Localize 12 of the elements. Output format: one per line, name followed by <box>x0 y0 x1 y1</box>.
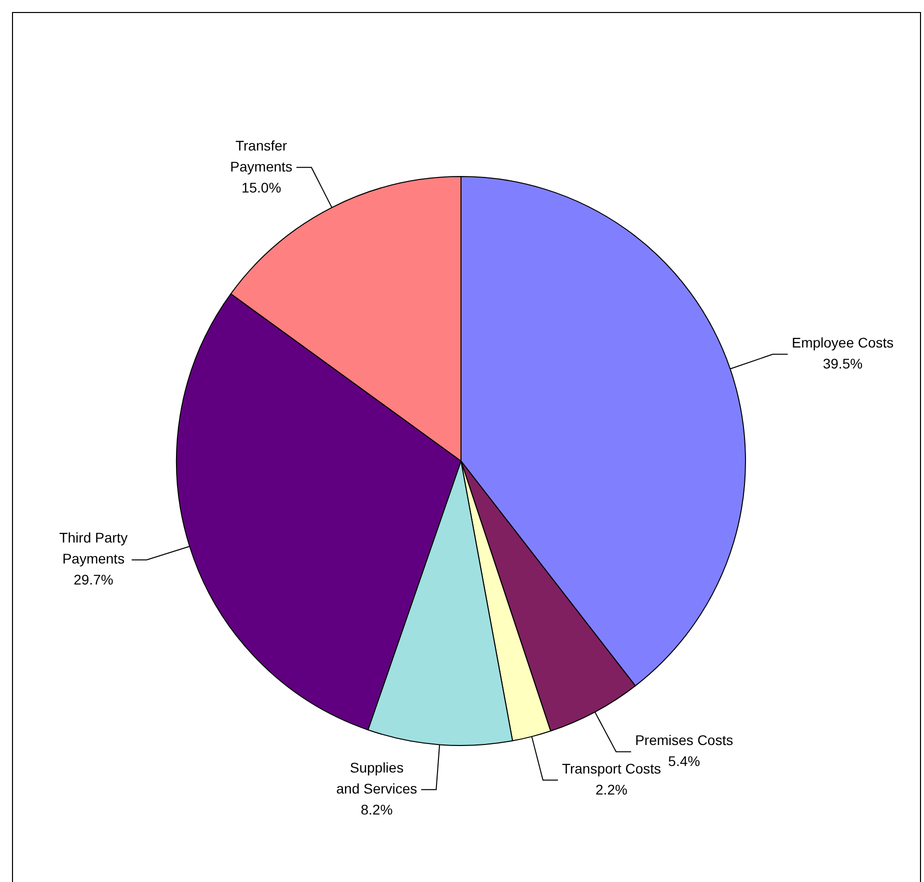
slice-label: Transfer Payments <box>230 137 292 174</box>
data-label: 29.7% <box>74 572 114 588</box>
data-label: 39.5% <box>822 356 863 372</box>
data-label: 8.2% <box>360 801 393 818</box>
slice-label: Premises Costs <box>635 732 734 748</box>
slice-label: Supplies and Services <box>336 759 418 796</box>
slice-label: Employee Costs <box>792 334 894 351</box>
slice-label: Transport Costs <box>562 760 662 777</box>
slice-label: Third Party Payments <box>59 530 128 567</box>
data-label: 2.2% <box>596 782 628 798</box>
data-label: 15.0% <box>241 179 282 196</box>
data-label: 5.4% <box>668 753 700 770</box>
